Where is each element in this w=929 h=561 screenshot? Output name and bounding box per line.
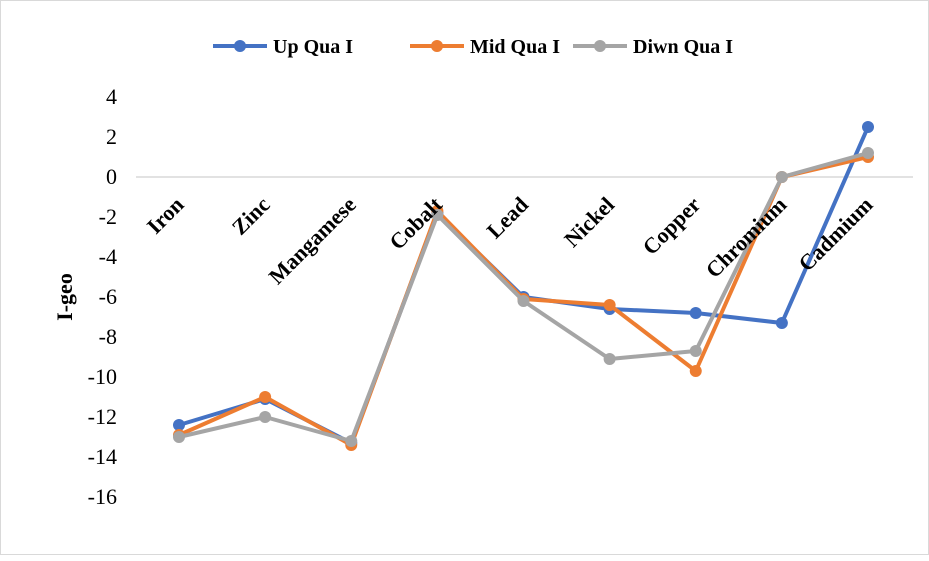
data-point	[603, 353, 616, 365]
y-tick-label: -2	[99, 204, 117, 229]
y-tick-label: -14	[88, 444, 117, 469]
y-tick-label: -16	[88, 484, 117, 509]
category-label: Iron	[142, 192, 189, 239]
legend-swatch-marker	[594, 40, 606, 52]
legend-swatch-marker	[431, 40, 443, 52]
y-tick-label: 4	[106, 84, 117, 109]
legend-item: Mid Qua I	[410, 36, 560, 58]
category-label: Zinc	[227, 192, 275, 240]
legend-label: Diwn Qua I	[633, 36, 733, 58]
series-2	[173, 147, 874, 447]
data-point	[259, 411, 272, 423]
series-lines	[173, 121, 874, 451]
data-point	[517, 295, 530, 307]
data-point	[259, 391, 272, 403]
y-tick-label: -10	[88, 364, 117, 389]
legend-swatch-marker	[234, 40, 246, 52]
data-point	[689, 345, 702, 357]
data-point	[431, 209, 444, 221]
data-point	[345, 435, 358, 447]
data-point	[689, 365, 702, 377]
data-point	[173, 431, 185, 443]
y-tick-label: -4	[99, 244, 117, 269]
category-label: Chromium	[701, 192, 792, 283]
category-label: Mangamese	[264, 192, 361, 289]
data-point	[603, 299, 616, 311]
legend-item: Up Qua I	[213, 36, 353, 58]
legend-label: Up Qua I	[273, 36, 353, 58]
legend-label: Mid Qua I	[470, 36, 560, 58]
legend: Up Qua I Mid Qua I Diwn Qua I	[213, 36, 733, 58]
y-tick-label: 2	[106, 124, 117, 149]
data-point	[862, 147, 874, 159]
category-label: Nickel	[559, 192, 619, 252]
data-point	[775, 317, 788, 329]
legend-item: Diwn Qua I	[573, 36, 733, 58]
y-axis-title: I-geo	[52, 273, 77, 321]
category-label: Copper	[637, 192, 705, 260]
y-tick-label: -6	[99, 284, 117, 309]
y-tick-label: -8	[99, 324, 117, 349]
data-point	[689, 307, 702, 319]
category-label: Lead	[482, 192, 533, 243]
data-point	[173, 419, 185, 431]
data-point	[862, 121, 874, 133]
y-tick-label: -12	[88, 404, 117, 429]
y-tick-label: 0	[106, 164, 117, 189]
y-axis-ticks: 4 2 0 -2 -4 -6 -8 -10 -12 -14 -16	[88, 84, 117, 509]
data-point	[775, 171, 788, 183]
category-label: Cobalt	[384, 191, 447, 254]
